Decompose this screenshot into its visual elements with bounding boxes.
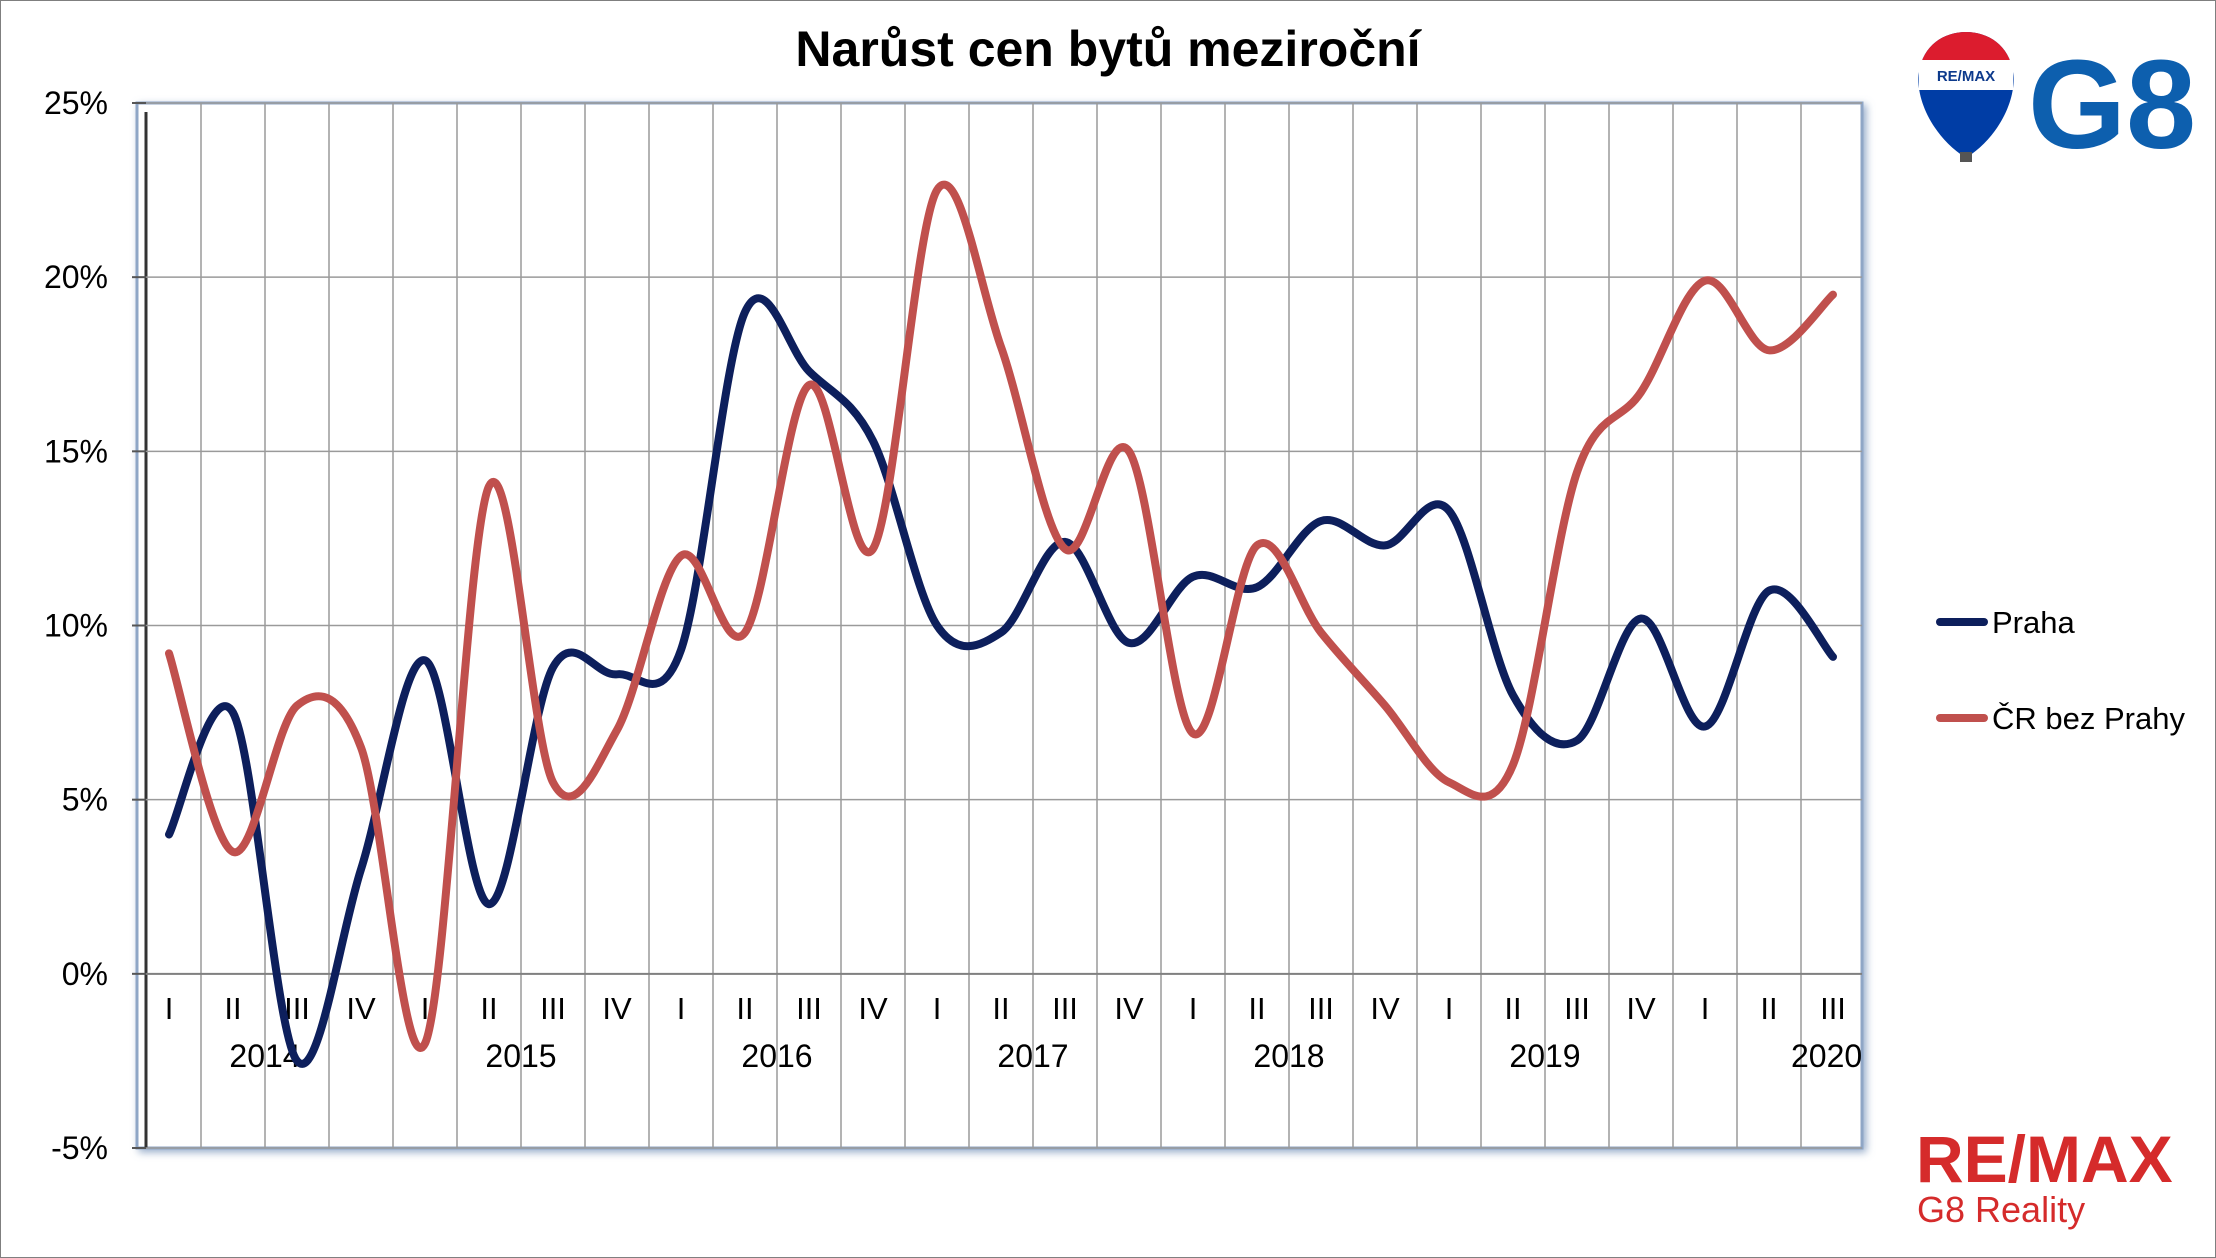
year-label: 2018 <box>1253 1038 1324 1074</box>
x-tick-label: I <box>421 991 430 1026</box>
x-tick-label: IV <box>1626 991 1656 1026</box>
x-tick-label: II <box>480 991 497 1026</box>
remax-balloon-logo: RE/MAX <box>1918 32 2014 162</box>
x-tick-label: I <box>1445 991 1454 1026</box>
y-axis-ticks: -5% 0% 5% 10% 15% 20% 25% <box>44 85 146 1166</box>
legend-label: ČR bez Prahy <box>1992 701 2185 736</box>
x-tick-label: I <box>1189 991 1198 1026</box>
x-tick-label: III <box>1308 991 1334 1026</box>
year-label: 2016 <box>741 1038 812 1074</box>
x-tick-label: II <box>736 991 753 1026</box>
y-tick-label: 20% <box>44 259 108 295</box>
y-tick-label: -5% <box>51 1130 108 1166</box>
x-tick-label: IV <box>346 991 376 1026</box>
x-tick-label: IV <box>1370 991 1400 1026</box>
chart-title: Narůst cen bytů meziroční <box>795 21 1422 77</box>
year-label: 2017 <box>997 1038 1068 1074</box>
horizontal-gridlines <box>146 102 1862 1149</box>
x-tick-label: II <box>1248 991 1265 1026</box>
x-tick-label: IV <box>858 991 888 1026</box>
x-tick-label: II <box>224 991 241 1026</box>
y-tick-label: 5% <box>62 782 108 818</box>
legend-label: Praha <box>1992 605 2075 640</box>
x-tick-label: III <box>796 991 822 1026</box>
x-tick-label: IV <box>602 991 632 1026</box>
x-tick-label: I <box>933 991 942 1026</box>
x-tick-label: II <box>1504 991 1521 1026</box>
x-tick-label: II <box>1760 991 1777 1026</box>
x-tick-label: III <box>1564 991 1590 1026</box>
y-tick-label: 0% <box>62 956 108 992</box>
y-tick-label: 10% <box>44 608 108 644</box>
g8-logo-text: G8 <box>2028 34 2196 175</box>
series-line-cr-bez-prahy <box>165 180 1837 1052</box>
series-line-praha <box>165 294 1837 1068</box>
x-tick-label: III <box>1052 991 1078 1026</box>
x-tick-label: I <box>165 991 174 1026</box>
x-tick-label: II <box>992 991 1009 1026</box>
y-tick-label: 25% <box>44 85 108 121</box>
x-tick-label: III <box>540 991 566 1026</box>
year-label: 2015 <box>485 1038 556 1074</box>
balloon-text: RE/MAX <box>1937 68 1995 85</box>
legend: Praha ČR bez Prahy <box>1936 605 2185 736</box>
x-tick-label: III <box>1820 991 1846 1026</box>
series-lines <box>165 180 1837 1068</box>
y-tick-label: 15% <box>44 433 108 469</box>
x-tick-label: I <box>1701 991 1710 1026</box>
year-label: 2020 <box>1791 1038 1862 1074</box>
remax-logo-text: RE/MAX <box>1916 1122 2173 1196</box>
x-tick-label: I <box>677 991 686 1026</box>
x-tick-label: IV <box>1114 991 1144 1026</box>
year-label: 2019 <box>1509 1038 1580 1074</box>
remax-subtitle: G8 Reality <box>1917 1189 2085 1230</box>
